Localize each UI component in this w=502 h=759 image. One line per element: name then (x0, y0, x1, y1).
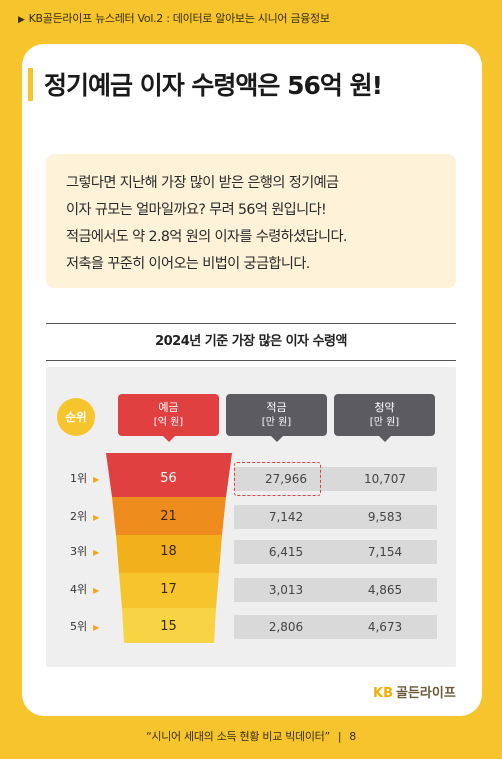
savings-value: 6,415 (234, 540, 338, 564)
arrow-right-icon: ▶ (93, 548, 100, 557)
rank-header: 순위 (57, 398, 95, 436)
arrow-right-icon: ▶ (93, 513, 100, 522)
funnel-segment-1 (106, 453, 232, 497)
funnel-segment-2 (112, 497, 226, 535)
intro-line: 그렇다면 지난해 가장 많이 받은 은행의 정기예금 (66, 175, 339, 191)
rank-text: 5위 (70, 620, 88, 633)
subscription-value: 7,154 (333, 540, 437, 564)
logo-kb: KB (373, 686, 393, 701)
page-number: 8 (349, 730, 356, 743)
subscription-value: 9,583 (333, 505, 437, 529)
newsletter-header: ▶ KB골든라이프 뉴스레터 Vol.2 : 데이터로 알아보는 시니어 금융정보 (18, 10, 330, 26)
rank-label: 3위 ▶ (70, 540, 110, 564)
column-unit: [만 원] (369, 417, 400, 428)
highlight-box (234, 462, 321, 496)
intro-line: 적금에서도 약 2.8억 원의 이자를 수령하셨답니다. (66, 229, 347, 245)
intro-box: 그렇다면 지난해 가장 많이 받은 은행의 정기예금 이자 규모는 얼마일까요?… (46, 154, 456, 288)
column-header-subscription: 청약 [만 원] (334, 394, 435, 442)
column-header-deposit: 예금 [억 원] (118, 394, 219, 442)
savings-value: 7,142 (234, 505, 338, 529)
triangle-right-icon: ▶ (18, 15, 25, 25)
chart-title: 2024년 기준 가장 많은 이자 수령액 (46, 323, 456, 361)
column-unit: [억 원] (153, 417, 184, 428)
subscription-value: 4,865 (333, 578, 437, 602)
column-name: 예금 (158, 401, 179, 414)
deposit-funnel (106, 453, 232, 643)
column-name: 청약 (374, 401, 395, 414)
deposit-value: 18 (160, 544, 177, 559)
rank-label: 5위 ▶ (70, 615, 110, 639)
deposit-value: 15 (160, 619, 177, 634)
rank-label: 1위 ▶ (70, 467, 110, 491)
newsletter-label: KB골든라이프 뉴스레터 Vol.2 : 데이터로 알아보는 시니어 금융정보 (28, 12, 330, 25)
column-unit: [만 원] (261, 417, 292, 428)
footer-text: “시니어 세대의 소득 현황 비교 빅데이터” (145, 730, 330, 743)
arrow-right-icon: ▶ (93, 475, 100, 484)
column-header-savings: 적금 [만 원] (226, 394, 327, 442)
title-accent-bar (28, 68, 33, 101)
subscription-value: 10,707 (333, 467, 437, 491)
funnel-segment-3 (116, 535, 222, 573)
rank-text: 3위 (70, 545, 88, 558)
rank-text: 1위 (70, 472, 88, 485)
arrow-right-icon: ▶ (93, 586, 100, 595)
rank-text: 2위 (70, 510, 88, 523)
kb-golden-life-logo: KB 골든라이프 (373, 682, 456, 701)
intro-line: 이자 규모는 얼마일까요? 무려 56억 원입니다! (66, 202, 327, 218)
page-title: 정기예금 이자 수령액은 56억 원! (44, 71, 383, 100)
deposit-value: 21 (160, 509, 177, 524)
savings-value: 2,806 (234, 615, 338, 639)
rank-text: 4위 (70, 583, 88, 596)
rank-label: 4위 ▶ (70, 578, 110, 602)
funnel-segment-4 (119, 573, 219, 608)
deposit-value: 56 (160, 471, 177, 486)
subscription-value: 4,673 (333, 615, 437, 639)
footer-separator: | (337, 730, 342, 743)
rank-label: 2위 ▶ (70, 505, 110, 529)
arrow-right-icon: ▶ (93, 623, 100, 632)
savings-value: 3,013 (234, 578, 338, 602)
column-name: 적금 (266, 401, 287, 414)
intro-line: 저축을 꾸준히 이어오는 비법이 궁금합니다. (66, 256, 310, 272)
deposit-value: 17 (160, 582, 177, 597)
page-footer: “시니어 세대의 소득 현황 비교 빅데이터” | 8 (0, 728, 502, 744)
funnel-segment-5 (122, 608, 216, 643)
logo-name: 골든라이프 (395, 686, 456, 701)
